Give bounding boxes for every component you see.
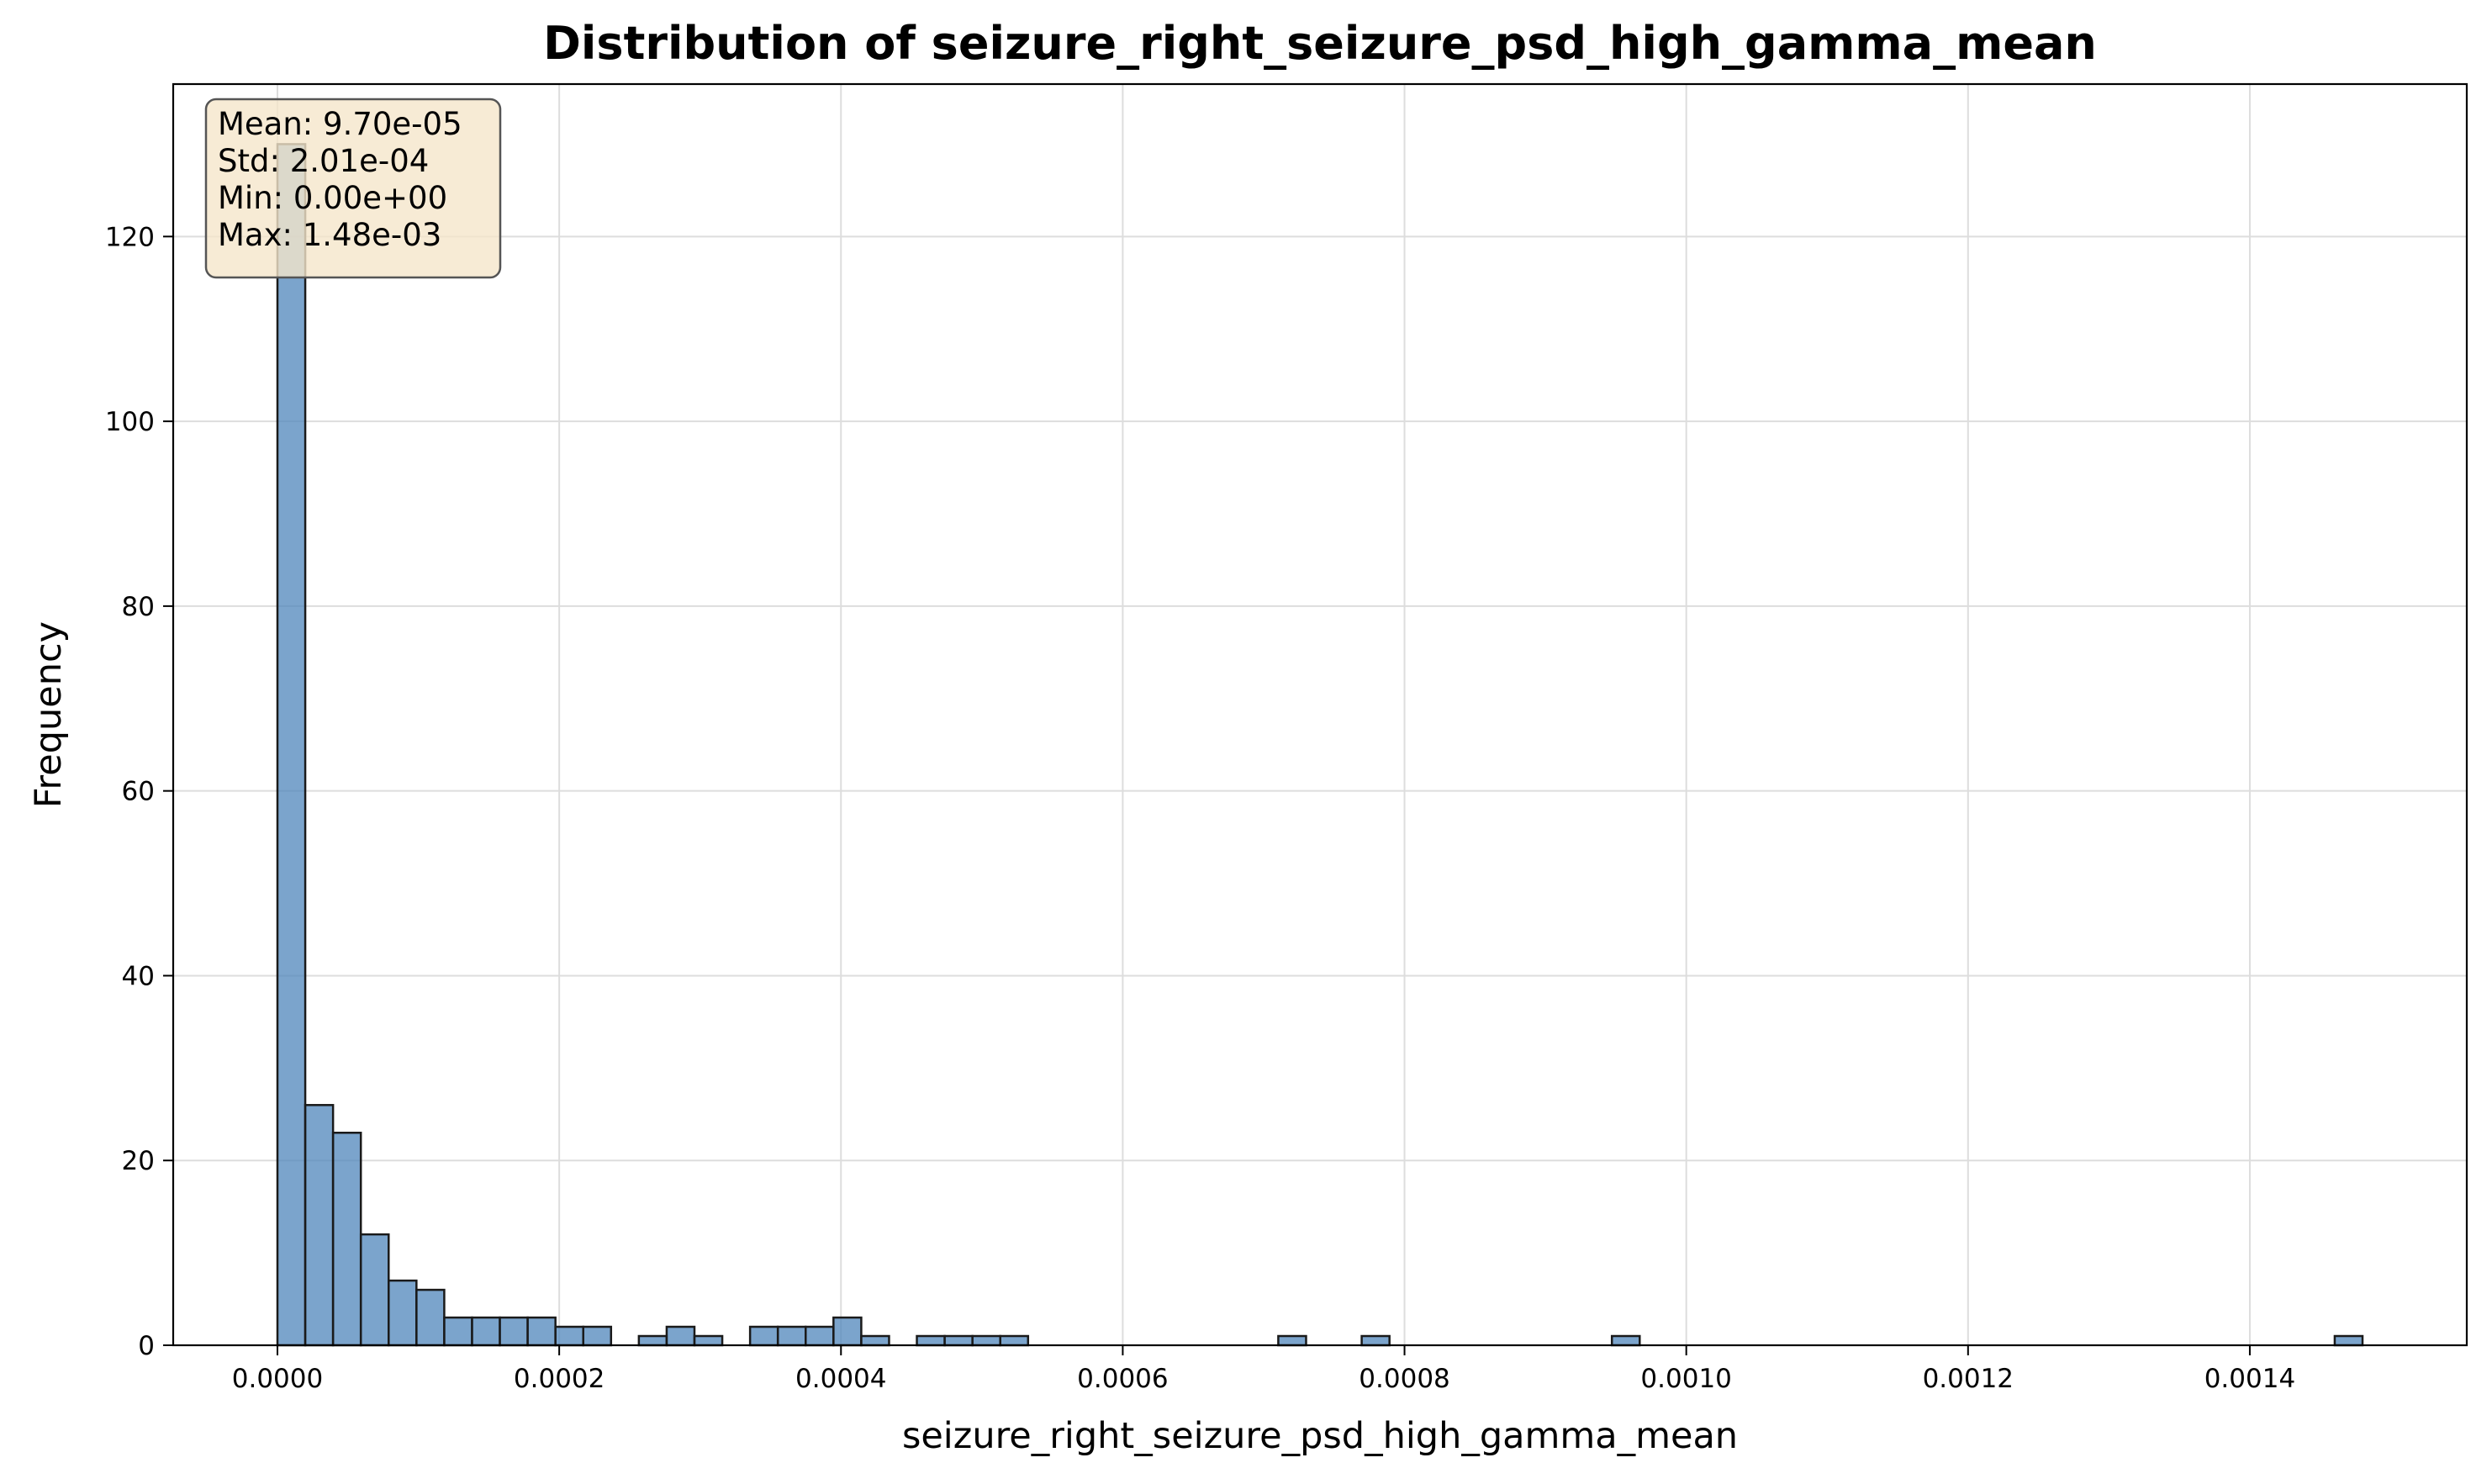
x-tick-label-0: 0.0000 [232,1364,323,1394]
histogram-bar-39 [1360,1334,1391,1347]
histogram-bar-74 [2333,1334,2364,1347]
stats-std: Std: 2.01e-04 [218,143,429,179]
y-tick-label-4: 80 [122,592,155,622]
histogram-bar-1 [304,1104,335,1347]
histogram-bar-15 [693,1334,724,1347]
plot-frame [172,82,2468,1347]
y-tick-label-0: 0 [138,1331,155,1361]
chart-title: Distribution of seizure_right_seizure_ps… [543,17,2097,70]
x-tick-label-3: 0.0006 [1077,1364,1168,1394]
grid-lines [173,84,2467,1346]
histogram-bar-13 [637,1334,668,1347]
x-tick-label-1: 0.0002 [514,1364,605,1394]
y-tick-label-6: 120 [105,222,155,252]
histogram-bar-11 [582,1325,613,1347]
histogram-bar-3 [359,1233,390,1347]
histogram-bar-26 [999,1334,1030,1347]
y-axis-ticks: 0 20 40 60 80 100 120 [105,222,173,1361]
x-tick-label-4: 0.0008 [1359,1364,1449,1394]
histogram-bar-7 [471,1316,501,1347]
x-tick-label-6: 0.0012 [1923,1364,2014,1394]
histogram-bar-8 [499,1316,529,1347]
histogram-bar-14 [665,1325,696,1347]
x-tick-label-5: 0.0010 [1640,1364,1731,1394]
histogram-bars [276,143,2364,1347]
x-axis-label: seizure_right_seizure_psd_high_gamma_mea… [902,1415,1738,1457]
histogram-bar-23 [916,1334,946,1347]
stats-min: Min: 0.00e+00 [218,180,447,216]
histogram-bar-2 [331,1132,362,1347]
stats-mean: Mean: 9.70e-05 [218,106,462,142]
histogram-bar-10 [554,1325,584,1347]
x-tick-label-2: 0.0004 [795,1364,886,1394]
histogram-bar-17 [748,1325,779,1347]
histogram-bar-24 [943,1334,974,1347]
x-axis-ticks: 0.0000 0.0002 0.0004 0.0006 0.0008 0.0010 0.00… [232,1345,2295,1394]
histogram-bar-9 [526,1316,557,1347]
histogram-bar-0 [276,143,307,1347]
histogram-bar-25 [971,1334,1001,1347]
y-axis-label: Frequency [28,621,70,808]
histogram-bar-5 [415,1288,446,1347]
histogram-bar-18 [776,1325,807,1347]
stats-box: Mean: 9.70e-05 Std: 2.01e-04 Min: 0.00e+… [204,98,502,279]
y-tick-label-5: 100 [105,407,155,437]
histogram-bar-36 [1277,1334,1307,1347]
stats-max: Max: 1.48e-03 [218,217,441,253]
y-tick-label-2: 40 [122,961,155,991]
stats-box-background [204,98,502,279]
x-tick-label-7: 0.0014 [2204,1364,2295,1394]
y-tick-label-3: 60 [122,777,155,807]
histogram-bar-21 [860,1334,890,1347]
histogram-bar-6 [443,1316,473,1347]
histogram-bar-48 [1610,1334,1641,1347]
y-tick-label-1: 20 [122,1146,155,1176]
histogram-bar-19 [805,1325,835,1347]
histogram-bar-20 [832,1316,863,1347]
histogram-bar-4 [388,1279,418,1347]
